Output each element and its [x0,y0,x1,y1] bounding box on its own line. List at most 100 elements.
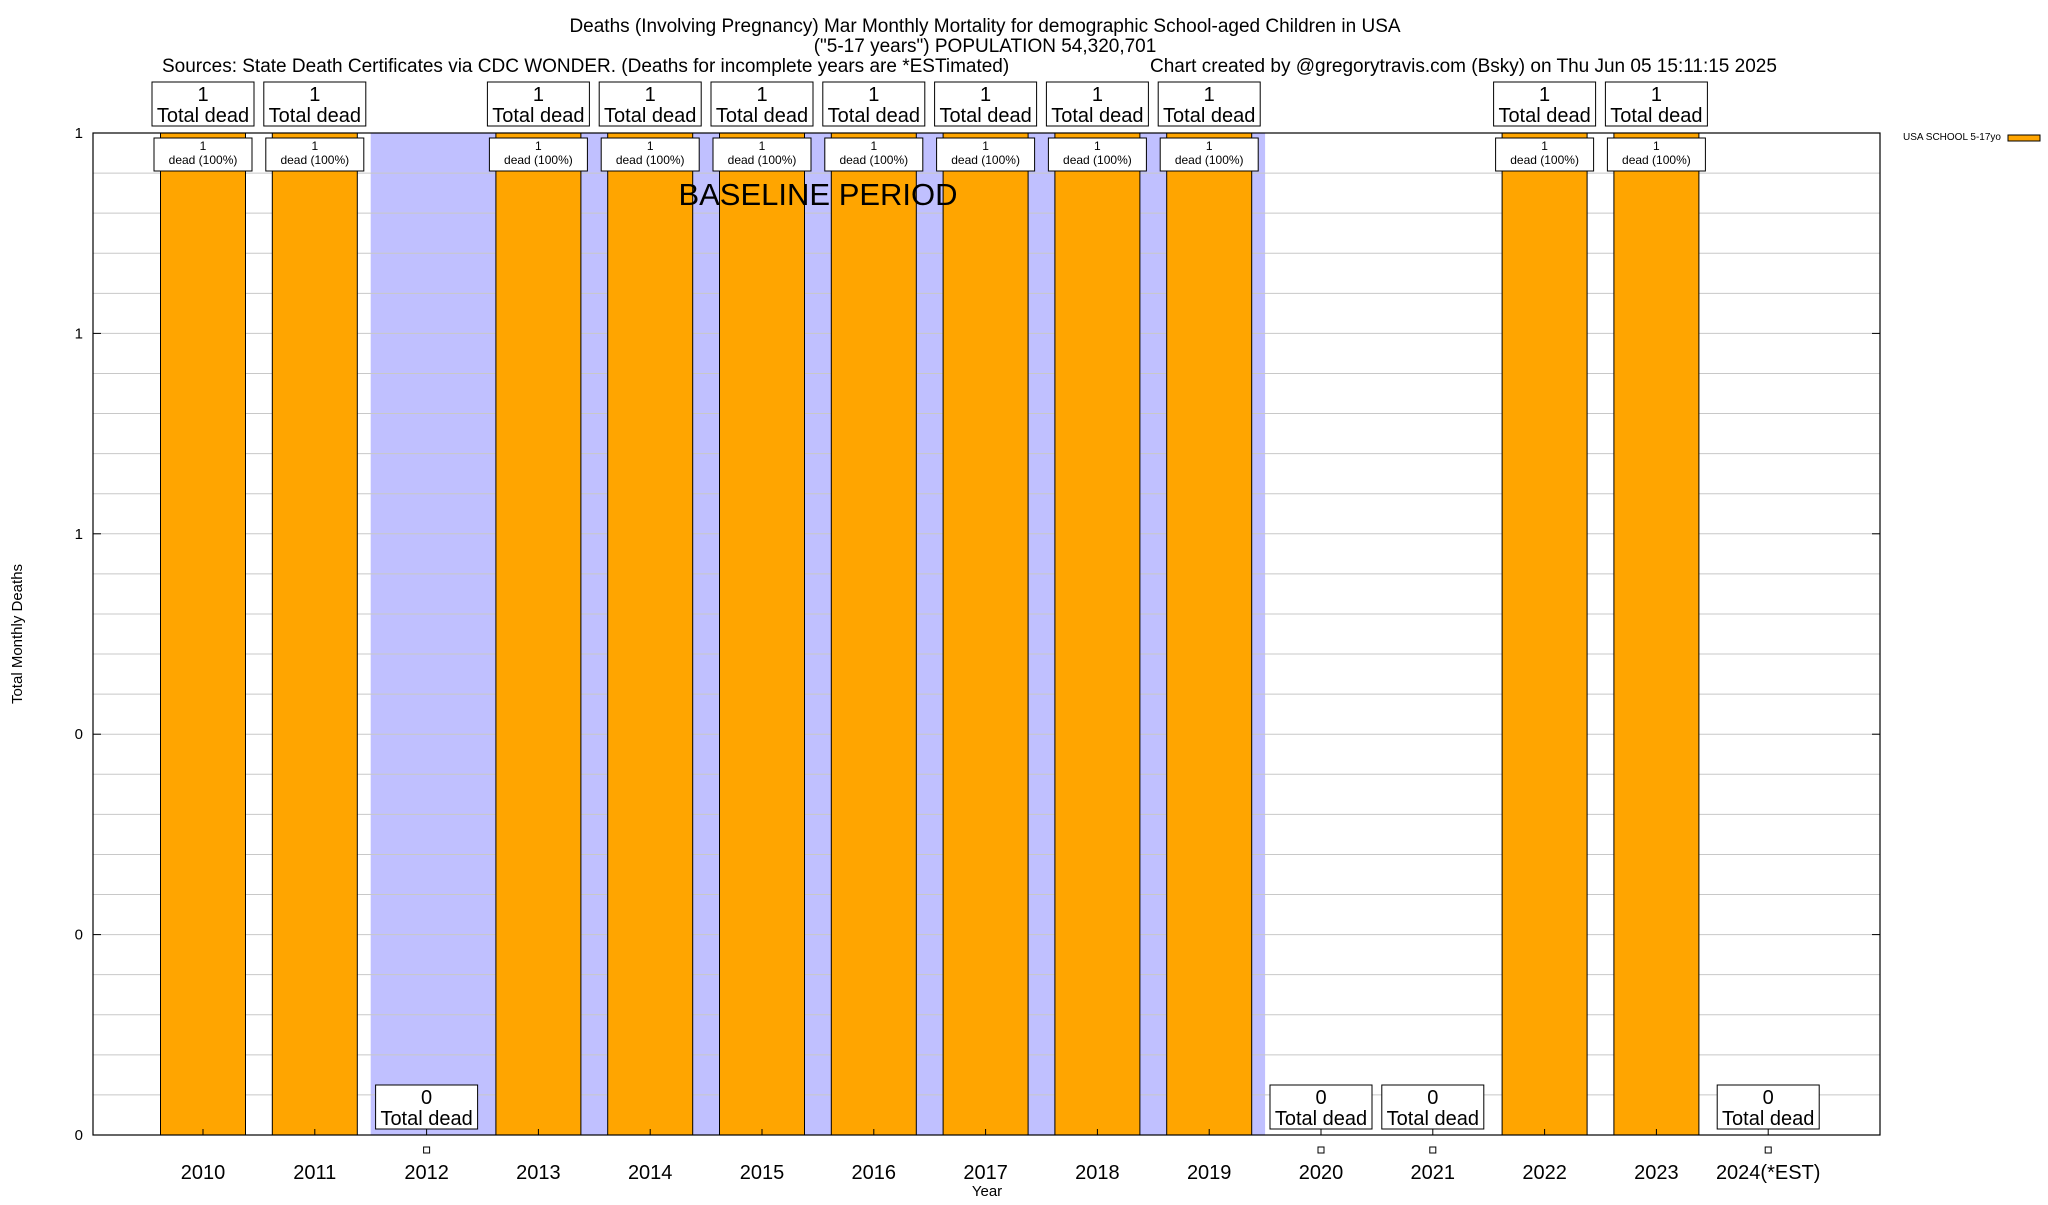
x-axis-title: Year [972,1183,1002,1200]
bar-segment-label-box [488,137,588,172]
x-tick-label: 2020 [1299,1162,1344,1184]
bar [1166,132,1253,1136]
y-tick-label: 1 [75,125,83,142]
bar-segment-label: 1 dead (100%) [839,139,908,167]
y-tick-label: 1 [75,325,83,342]
bar [830,132,917,1136]
total-label-box [486,81,590,127]
x-axis-layer: 2010 2011 2012 2013 2014 2015 2016 2017 2018 2019… [181,1129,1821,1184]
total-label-box [598,81,702,127]
bar [607,132,694,1136]
bar-segment-label: 1 dead (100%) [728,139,797,167]
chart-credit: Chart created by @gregorytravis.com (Bsk… [1150,56,1777,77]
x-tick-label: 2016 [852,1162,897,1184]
chart-source-note: Sources: State Death Certificates via CD… [162,56,1009,77]
baseline-period-label: BASELINE PERIOD [678,177,957,212]
bar-segment-label: 1 dead (100%) [1175,139,1244,167]
total-label: 1 Total dead [1051,84,1143,127]
zero-bar-marker [423,1146,431,1154]
data-labels-layer: 1 dead (100%) 1 Total dead 1 dead (100%) 1 Tota… [151,81,1820,1130]
x-tick-label: 2018 [1075,1162,1120,1184]
total-label-box [1045,81,1149,127]
bar-segment-label: 1 dead (100%) [616,139,685,167]
total-label: 0 Total dead [1387,1087,1479,1130]
bar-segment-label: 1 dead (100%) [504,139,573,167]
y-tick-label: 0 [75,1127,83,1144]
chart-subtitle: ("5-17 years") POPULATION 54,320,701 [814,36,1157,57]
legend: USA SCHOOL 5-17yo [1903,132,2041,143]
bar-segment-label: 1 dead (100%) [169,139,238,167]
bar-segment-label: 1 dead (100%) [1622,139,1691,167]
y-tick-label: 1 [75,526,83,543]
chart-title: Deaths (Involving Pregnancy) Mar Monthly… [569,16,1400,37]
y-axis-layer: 0 0 0 1 1 1 [75,125,1880,1144]
zero-bar-marker [1317,1146,1325,1154]
x-tick-label: 2011 [293,1162,336,1184]
x-tick-label: 2015 [740,1162,785,1184]
total-label: 1 Total dead [1163,84,1255,127]
total-label-box [1269,1084,1373,1130]
x-tick-label: 2024(*EST) [1716,1162,1821,1184]
bar-segment-label-box [153,137,253,172]
total-label: 1 Total dead [1610,84,1702,127]
plot-frame [92,132,1881,1136]
bars-layer [160,132,1772,1154]
total-label-box [1604,81,1708,127]
x-tick-label: 2014 [628,1162,673,1184]
bar [1054,132,1141,1136]
total-label: 1 Total dead [492,84,584,127]
total-label-box [1157,81,1261,127]
bar-segment-label-box [824,137,924,172]
x-tick-label: 2021 [1411,1162,1456,1184]
total-label-box [1381,1084,1485,1130]
bar-segment-label-box [1047,137,1147,172]
bar-segment-label-box [936,137,1036,172]
total-label: 1 Total dead [604,84,696,127]
bar-segment-label-box [600,137,700,172]
y-tick-label: 0 [75,927,83,944]
total-label-box [822,81,926,127]
total-label: 1 Total dead [269,84,361,127]
bar-segment-label: 1 dead (100%) [1063,139,1132,167]
bar [1613,132,1700,1136]
total-label-box [1716,1084,1820,1130]
bar [271,132,358,1136]
bar-segment-label-box [1606,137,1706,172]
x-tick-label: 2019 [1187,1162,1232,1184]
total-label-box [710,81,814,127]
zero-bar-marker [1764,1146,1772,1154]
bar-segment-label-box [1495,137,1595,172]
bar [495,132,582,1136]
x-tick-label: 2013 [516,1162,561,1184]
bar-segment-label-box [265,137,365,172]
total-label-box [151,81,255,127]
zero-bar-marker [1429,1146,1437,1154]
total-label-box [263,81,367,127]
legend-label: USA SCHOOL 5-17yo [1903,132,2001,143]
x-tick-label: 2022 [1522,1162,1567,1184]
bar [942,132,1029,1136]
total-label: 0 Total dead [1722,1087,1814,1130]
legend-swatch [2007,134,2041,142]
total-label: 1 Total dead [157,84,249,127]
bar [719,132,805,1136]
total-label: 1 Total dead [828,84,920,127]
bar-segment-label: 1 dead (100%) [951,139,1020,167]
y-tick-label: 0 [75,726,83,743]
total-label: 0 Total dead [1275,1087,1367,1130]
total-label-box [1493,81,1597,127]
bar-segment-label-box [712,137,812,172]
total-label: 0 Total dead [380,1087,472,1130]
bar-segment-label: 1 dead (100%) [1510,139,1579,167]
x-tick-label: 2010 [181,1162,226,1184]
bar-segment-label: 1 dead (100%) [280,139,349,167]
x-tick-label: 2012 [404,1162,449,1184]
total-label-box [934,81,1038,127]
bar [160,132,246,1136]
y-axis-title: Total Monthly Deaths [9,564,26,704]
x-tick-label: 2017 [963,1162,1008,1184]
total-label: 1 Total dead [1498,84,1590,127]
bar [1501,132,1588,1136]
total-label: 1 Total dead [939,84,1031,127]
